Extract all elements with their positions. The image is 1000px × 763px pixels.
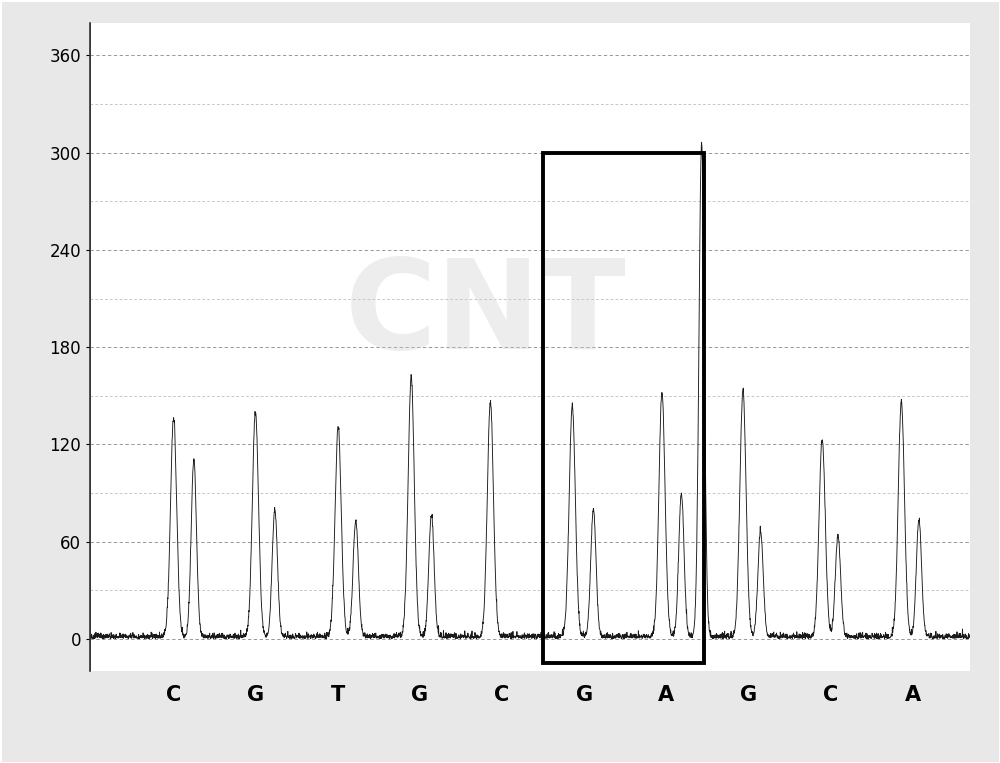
- Bar: [543, 153, 704, 663]
- Text: CNT: CNT: [345, 254, 627, 375]
